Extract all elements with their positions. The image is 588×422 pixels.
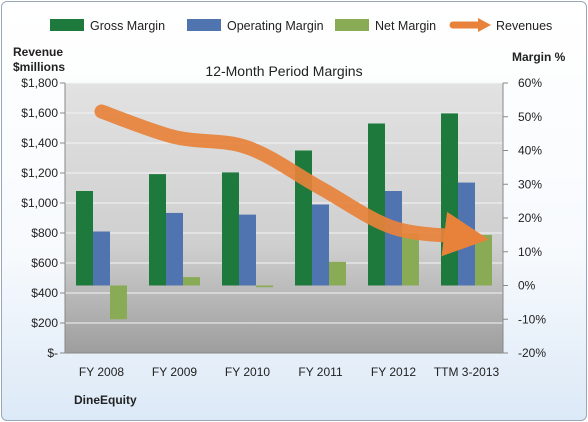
- bar-gross-margin: [368, 123, 385, 286]
- right-tick-label: -20%: [518, 346, 546, 360]
- right-tick-label: 30%: [518, 177, 542, 191]
- right-tick-label: 50%: [518, 110, 542, 124]
- chart-title: 12-Month Period Margins: [205, 63, 362, 79]
- revenue-trend: [94, 104, 489, 257]
- bar-operating-margin: [312, 204, 329, 286]
- left-tick-label: $800: [31, 226, 58, 240]
- left-tick-label: $-: [47, 346, 58, 360]
- company-name: DineEquity: [74, 393, 137, 407]
- bar-net-margin: [256, 285, 273, 288]
- bar-net-margin: [183, 277, 200, 286]
- bar-net-margin: [329, 261, 346, 286]
- legend-swatch-net-margin: [335, 19, 369, 31]
- bar-operating-margin: [166, 212, 183, 286]
- bar-gross-margin: [149, 174, 166, 286]
- category-label: FY 2011: [298, 365, 343, 379]
- right-tick-label: 60%: [518, 76, 542, 90]
- category-label: FY 2010: [225, 365, 270, 379]
- legend-label-operating-margin: Operating Margin: [227, 19, 324, 33]
- left-tick-label: $400: [31, 286, 58, 300]
- bar-operating-margin: [385, 191, 402, 286]
- bar-net-margin: [110, 285, 127, 320]
- right-axis-label: Margin %: [512, 50, 566, 64]
- left-axis-label-line1: Revenue: [13, 45, 63, 59]
- legend-swatch-gross-margin: [50, 19, 84, 31]
- bar-net-margin: [402, 233, 419, 286]
- right-axis: -20% -10% 0% 10% 20% 30% 40% 50% 60%: [502, 76, 546, 360]
- category-label: FY 2012: [371, 365, 416, 379]
- revenue-line: [94, 104, 489, 257]
- category-label: FY 2009: [152, 365, 197, 379]
- bar-gross-margin: [441, 113, 458, 286]
- legend-label-gross-margin: Gross Margin: [90, 19, 165, 33]
- x-axis: FY 2008 FY 2009 FY 2010 FY 2011 FY 2012 TTM 3…: [65, 352, 503, 379]
- grid-lines: [65, 82, 503, 354]
- left-tick-label: $1,600: [21, 106, 58, 120]
- left-tick-label: $1,200: [21, 166, 58, 180]
- left-tick-label: $1,800: [21, 76, 58, 90]
- legend-label-net-margin: Net Margin: [375, 19, 436, 33]
- bar-operating-margin: [239, 214, 256, 286]
- right-tick-label: 20%: [518, 211, 542, 225]
- bar-gross-margin: [76, 191, 93, 286]
- category-label: TTM 3-2013: [434, 365, 500, 379]
- right-tick-label: 0%: [518, 279, 536, 293]
- left-axis-label-line2: $millions: [13, 60, 65, 74]
- right-tick-label: -10%: [518, 312, 546, 326]
- left-tick-label: $1,400: [21, 136, 58, 150]
- left-tick-label: $200: [31, 316, 58, 330]
- left-tick-label: $600: [31, 256, 58, 270]
- bar-gross-margin: [222, 172, 239, 286]
- legend-label-revenues: Revenues: [496, 19, 552, 33]
- bar-operating-margin: [93, 231, 110, 286]
- right-tick-label: 10%: [518, 245, 542, 259]
- left-axis: $- $200 $400 $600 $800 $1,000 $1,200 $1,400 $1,6…: [21, 76, 66, 360]
- left-tick-label: $1,000: [21, 196, 58, 210]
- legend: Gross Margin Operating Margin Net Margin…: [50, 18, 552, 33]
- category-label: FY 2008: [79, 365, 124, 379]
- legend-swatch-revenues: [449, 18, 491, 32]
- bar-net-margin: [475, 234, 492, 286]
- legend-swatch-operating-margin: [187, 19, 221, 31]
- right-tick-label: 40%: [518, 144, 542, 158]
